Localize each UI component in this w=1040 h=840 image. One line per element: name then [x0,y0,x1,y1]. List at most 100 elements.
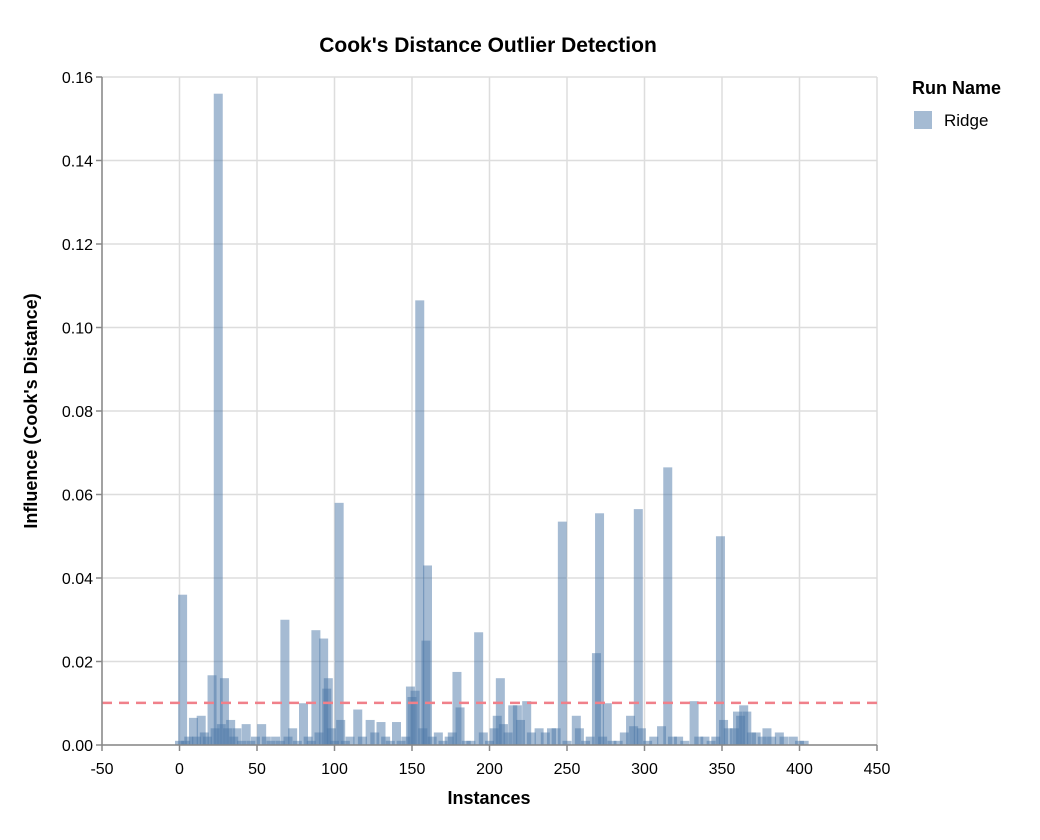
bar [257,724,267,745]
bar [767,736,777,745]
bar [495,678,505,745]
bar [602,703,612,745]
bar [410,690,420,745]
x-tick-label: -50 [90,761,113,778]
bar [202,736,212,745]
x-tick-label: 150 [399,761,426,778]
bar [574,728,584,745]
bar [188,717,198,745]
bar [392,722,401,745]
bar [585,736,595,745]
bar [299,703,308,745]
bar [636,728,646,745]
legend-title: Run Name [912,78,1001,98]
bar [283,736,293,745]
bar [365,719,375,745]
bar [370,732,380,745]
bar [423,565,432,745]
bar [213,93,223,745]
bar [427,736,437,745]
bar [633,509,643,745]
bar [340,740,350,745]
x-axis-label: Instances [447,788,530,808]
bar [219,678,229,745]
bar [706,740,716,745]
x-tick-label: 450 [864,761,891,778]
legend-label-ridge: Ridge [944,111,988,130]
bar [336,719,346,745]
bar [192,736,202,745]
y-tick-label: 0.12 [62,237,93,254]
y-tick-label: 0.06 [62,488,93,505]
bar [415,300,425,745]
bar [788,736,798,745]
bar [595,513,605,745]
bar [323,678,333,745]
bars [175,93,809,745]
bar [643,740,653,745]
bar [779,736,789,745]
bar [674,736,684,745]
bar [663,467,673,745]
bar [232,728,242,745]
bar [557,521,567,745]
bar [184,736,194,745]
bar [649,736,659,745]
bar [751,732,761,745]
bar [498,724,508,745]
bar [357,736,367,745]
bar [261,736,271,745]
bar [275,740,285,745]
y-tick-label: 0.16 [62,70,93,87]
bar [485,740,494,745]
bar [629,726,639,745]
bar [334,502,344,745]
chart-title: Cook's Distance Outlier Detection [319,34,657,57]
bar [700,736,710,745]
y-tick-label: 0.08 [62,404,93,421]
bar [396,740,406,745]
bar [385,740,395,745]
bar [667,736,677,745]
bar [401,736,411,745]
bar [438,740,448,745]
bar [746,732,756,745]
bar [562,740,572,745]
bar [330,740,339,745]
bar [178,594,188,745]
x-tick-label: 400 [786,761,813,778]
bar [540,732,550,745]
bar [345,736,355,745]
x-tick-label: 50 [248,761,266,778]
bar [694,736,704,745]
bar [719,719,729,745]
bar [613,740,623,745]
bar [306,740,316,745]
bar [292,740,302,745]
bar [250,736,260,745]
bar [474,632,484,745]
bar [461,740,471,745]
axes: -50 0 50 100 150 200 250 300 350 400 450 0.00 0.02 0.… [62,70,891,778]
bar [680,740,690,745]
bar [516,719,525,745]
bar [288,728,298,745]
bar [598,736,608,745]
bar [547,728,556,745]
x-tick-label: 0 [175,761,184,778]
x-tick-label: 250 [554,761,581,778]
y-axis-label: Influence (Cook's Distance) [21,293,41,528]
bar [433,732,443,745]
y-tick-label: 0.00 [62,738,93,755]
bar [237,740,246,745]
x-tick-label: 300 [631,761,658,778]
bar [196,715,206,745]
bar [226,719,236,745]
y-tick-label: 0.04 [62,571,93,588]
x-tick-label: 200 [476,761,503,778]
bar [762,728,772,745]
bar [551,728,561,745]
bar [607,740,617,745]
bar [447,732,457,745]
